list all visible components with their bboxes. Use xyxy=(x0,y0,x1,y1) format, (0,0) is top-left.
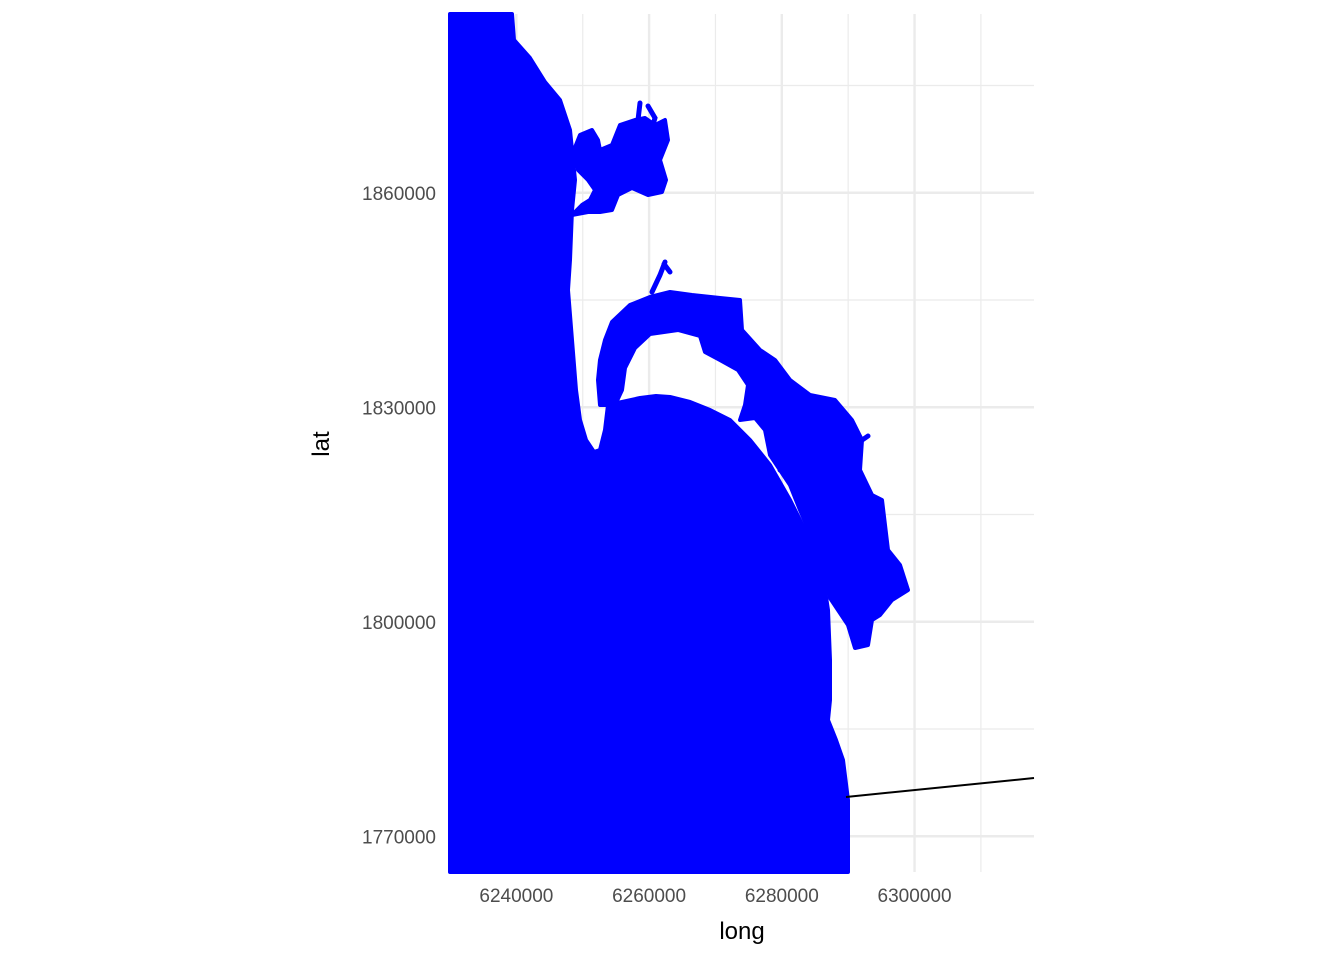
bay-ring-channel xyxy=(649,259,871,551)
y-tick-label: 1800000 xyxy=(362,613,436,634)
x-tick-label: 6260000 xyxy=(612,886,686,907)
upper-estuary-shape xyxy=(570,116,670,217)
y-axis-tick-labels: 1860000 1830000 1800000 1770000 xyxy=(362,184,436,849)
x-tick-label: 6300000 xyxy=(878,886,952,907)
upper-estuary-channel xyxy=(635,100,658,131)
x-tick-label: 6240000 xyxy=(479,886,553,907)
y-axis-title: lat xyxy=(308,431,335,457)
boundary-line xyxy=(845,777,1035,798)
y-tick-label: 1770000 xyxy=(362,827,436,848)
x-tick-label: 6280000 xyxy=(745,886,819,907)
y-tick-label: 1860000 xyxy=(362,184,436,205)
x-axis-title: long xyxy=(719,918,764,945)
x-axis-tick-labels: 6240000 6260000 6280000 6300000 xyxy=(479,886,951,907)
coastline-mainland-shape xyxy=(448,12,850,874)
y-tick-label: 1830000 xyxy=(362,398,436,419)
bay-ring-shape xyxy=(596,290,910,650)
coastline-shapes xyxy=(448,12,1035,874)
